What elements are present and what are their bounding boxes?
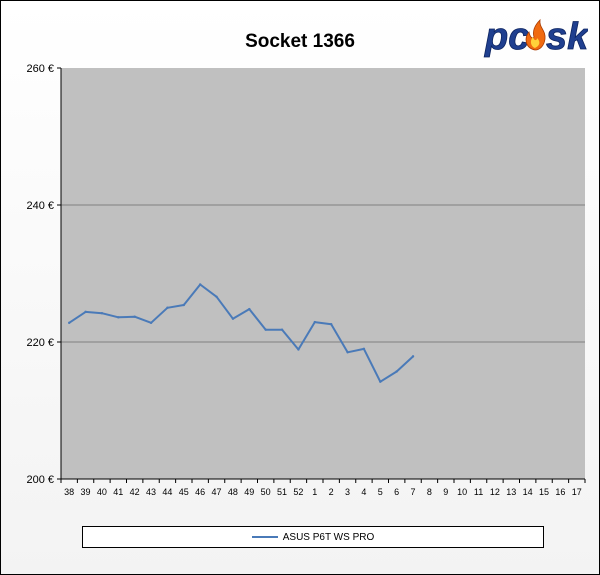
y-axis: 200 € 220 € 240 € 260 € [26, 63, 62, 486]
x-tick-label: 42 [130, 487, 140, 497]
data-point [280, 328, 284, 331]
data-point [362, 347, 366, 351]
data-point [149, 321, 153, 325]
x-tick-label: 12 [490, 487, 500, 497]
x-tick-label: 17 [572, 487, 582, 497]
legend-label: ASUS P6T WS PRO [282, 531, 375, 543]
pcosk-logo: pc sk [483, 14, 591, 59]
data-point [313, 320, 317, 324]
y-tick-label: 220 € [26, 337, 54, 349]
x-axis: 38 39 40 41 42 43 44 45 46 47 48 49 50 51 52 1 2 3 4 5 6 7 8 9 1… [60, 478, 586, 497]
data-point [166, 306, 169, 309]
x-tick-label: 50 [261, 487, 271, 497]
data-point [329, 322, 333, 326]
data-point [215, 295, 218, 298]
x-tick-label: 14 [523, 487, 533, 497]
x-tick-label: 9 [443, 487, 448, 497]
data-point [248, 307, 251, 311]
data-point [411, 355, 415, 358]
svg-text:pc: pc [484, 16, 529, 58]
x-tick-label: 48 [228, 487, 238, 497]
data-point [346, 351, 349, 354]
y-tick-label: 260 € [26, 63, 54, 75]
data-point [100, 312, 104, 315]
x-tick-label: 3 [345, 487, 350, 497]
data-point [198, 283, 202, 286]
x-tick-label: 43 [146, 487, 156, 497]
x-tick-label: 40 [97, 487, 107, 497]
series-line [68, 283, 414, 383]
data-point [264, 328, 267, 331]
x-tick-label: 39 [81, 487, 91, 497]
x-tick-label: 41 [113, 487, 123, 497]
data-point [297, 348, 300, 351]
svg-text:sk: sk [546, 16, 588, 58]
x-tick-label: 10 [457, 487, 467, 497]
data-point [84, 310, 87, 314]
plot-area [61, 68, 585, 479]
y-tick-label: 240 € [26, 200, 54, 212]
x-tick-label: 45 [179, 487, 189, 497]
x-tick-label: 46 [195, 487, 205, 497]
data-point [231, 317, 235, 320]
x-tick-label: 11 [474, 487, 483, 497]
x-tick-label: 16 [555, 487, 565, 497]
x-tick-label: 6 [394, 487, 399, 497]
x-tick-label: 51 [277, 487, 287, 497]
data-point [117, 316, 120, 319]
x-tick-label: 1 [312, 487, 317, 497]
x-tick-label: 4 [361, 487, 366, 497]
x-tick-label: 44 [162, 487, 172, 497]
data-point [182, 303, 186, 307]
x-tick-label: 13 [506, 487, 516, 497]
data-point [67, 321, 71, 325]
series-layer [67, 283, 415, 383]
legend-swatch [251, 536, 278, 538]
data-point [133, 315, 136, 318]
x-tick-label: 38 [64, 487, 74, 497]
x-tick-label: 52 [293, 487, 303, 497]
x-tick-label: 7 [411, 487, 416, 497]
x-tick-label: 15 [539, 487, 549, 497]
x-tick-label: 47 [212, 487, 222, 497]
x-tick-label: 8 [427, 487, 432, 497]
x-tick-label: 2 [329, 487, 334, 497]
x-tick-label: 49 [244, 487, 254, 497]
y-tick-label: 200 € [26, 474, 54, 486]
data-point [395, 370, 398, 373]
chart-title: Socket 1366 [245, 31, 355, 52]
x-tick-label: 5 [378, 487, 383, 497]
grid-lines [61, 204, 585, 343]
legend: ASUS P6T WS PRO [82, 526, 544, 548]
data-point [379, 380, 382, 383]
